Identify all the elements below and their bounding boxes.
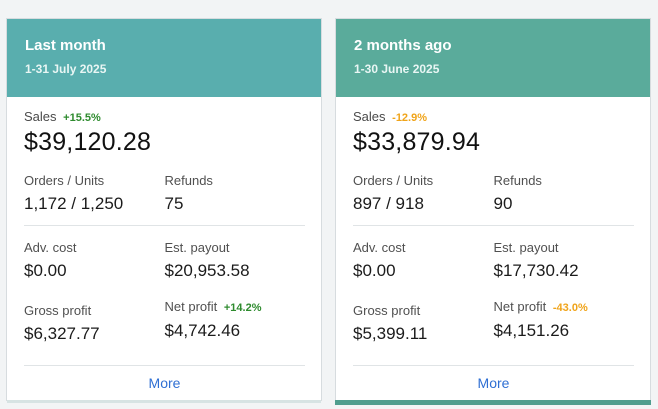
- card-bottom-bar: [7, 400, 321, 403]
- metric-net-profit: Net profit +14.2% $4,742.46: [165, 299, 306, 344]
- card-title: 2 months ago: [354, 37, 452, 54]
- metric-label: Refunds: [164, 173, 213, 188]
- metric-label: Gross profit: [353, 303, 421, 318]
- metric-value: $4,742.46: [164, 321, 241, 340]
- metric-label: Est. payout: [164, 240, 230, 255]
- sales-label-row: Sales +15.5%: [24, 109, 305, 126]
- metric-refunds: Refunds 75: [165, 173, 306, 214]
- summary-card-2-months-ago: 2 months ago 1-30 June 2025 Sales -12.9%…: [335, 18, 651, 405]
- metric-label: Adv. cost: [24, 240, 77, 255]
- metric-label: Orders / Units: [24, 173, 105, 188]
- metric-label: Refunds: [493, 173, 542, 188]
- metrics-row-orders: Orders / Units 897 / 918 Refunds 90: [353, 173, 634, 214]
- metric-orders-units: Orders / Units 897 / 918: [353, 173, 494, 214]
- metric-label: Orders / Units: [353, 173, 434, 188]
- card-date-range: 1-31 July 2025: [25, 62, 107, 76]
- card-title: Last month: [25, 37, 106, 54]
- metric-label: Net profit: [493, 299, 547, 314]
- more-link[interactable]: More: [148, 375, 181, 391]
- metric-value: $4,151.26: [493, 321, 570, 340]
- metric-net-profit: Net profit -43.0% $4,151.26: [494, 299, 635, 344]
- metric-label-row: Net profit -43.0%: [494, 299, 635, 316]
- sales-value: $39,120.28: [24, 128, 152, 156]
- sales-label: Sales: [24, 109, 57, 124]
- metric-value: 897 / 918: [353, 194, 424, 213]
- metric-adv-cost: Adv. cost $0.00: [24, 240, 165, 281]
- metric-est-payout: Est. payout $17,730.42: [494, 240, 635, 281]
- metric-value: $17,730.42: [493, 261, 579, 280]
- metric-value: $0.00: [353, 261, 396, 280]
- metric-orders-units: Orders / Units 1,172 / 1,250: [24, 173, 165, 214]
- metric-label: Adv. cost: [353, 240, 406, 255]
- net-profit-change-badge: +14.2%: [223, 302, 262, 314]
- metric-gross-profit: Gross profit $6,327.77: [24, 303, 165, 344]
- metric-value: $20,953.58: [164, 261, 250, 280]
- metric-label: Net profit: [164, 299, 218, 314]
- metric-label: Est. payout: [493, 240, 559, 255]
- card-header: 2 months ago 1-30 June 2025: [336, 19, 650, 97]
- metrics-row-costs: Adv. cost $0.00 Est. payout $20,953.58: [24, 240, 305, 281]
- metric-value: $6,327.77: [24, 324, 100, 343]
- sales-label: Sales: [353, 109, 386, 124]
- metric-label: Gross profit: [24, 303, 92, 318]
- metrics-row-orders: Orders / Units 1,172 / 1,250 Refunds 75: [24, 173, 305, 214]
- sales-change-badge: +15.5%: [63, 112, 101, 124]
- card-bottom-bar: [335, 400, 651, 405]
- metrics-row-costs: Adv. cost $0.00 Est. payout $17,730.42: [353, 240, 634, 281]
- metrics-row-profit: Gross profit $5,399.11 Net profit -43.0%…: [353, 299, 634, 344]
- metric-value: 75: [164, 194, 184, 213]
- card-footer: More: [353, 365, 634, 400]
- sales-value: $33,879.94: [353, 128, 481, 156]
- metric-value: $5,399.11: [353, 324, 428, 343]
- card-body: Sales +15.5% $39,120.28 Orders / Units 1…: [7, 97, 321, 344]
- card-header: Last month 1-31 July 2025: [7, 19, 321, 97]
- metric-value: 90: [493, 194, 513, 213]
- metric-label-row: Net profit +14.2%: [165, 299, 306, 316]
- metric-refunds: Refunds 90: [494, 173, 635, 214]
- metric-value: $0.00: [24, 261, 67, 280]
- metric-value: 1,172 / 1,250: [24, 194, 124, 213]
- sales-label-row: Sales -12.9%: [353, 109, 634, 126]
- card-footer: More: [24, 365, 305, 400]
- metric-adv-cost: Adv. cost $0.00: [353, 240, 494, 281]
- metric-est-payout: Est. payout $20,953.58: [165, 240, 306, 281]
- metrics-row-profit: Gross profit $6,327.77 Net profit +14.2%…: [24, 299, 305, 344]
- net-profit-change-badge: -43.0%: [552, 302, 588, 314]
- divider: [353, 225, 634, 226]
- card-date-range: 1-30 June 2025: [354, 62, 440, 76]
- divider: [24, 225, 305, 226]
- card-body: Sales -12.9% $33,879.94 Orders / Units 8…: [336, 97, 650, 344]
- sales-change-badge: -12.9%: [392, 112, 428, 124]
- more-link[interactable]: More: [477, 375, 510, 391]
- metric-gross-profit: Gross profit $5,399.11: [353, 303, 494, 344]
- summary-card-last-month: Last month 1-31 July 2025 Sales +15.5% $…: [6, 18, 322, 403]
